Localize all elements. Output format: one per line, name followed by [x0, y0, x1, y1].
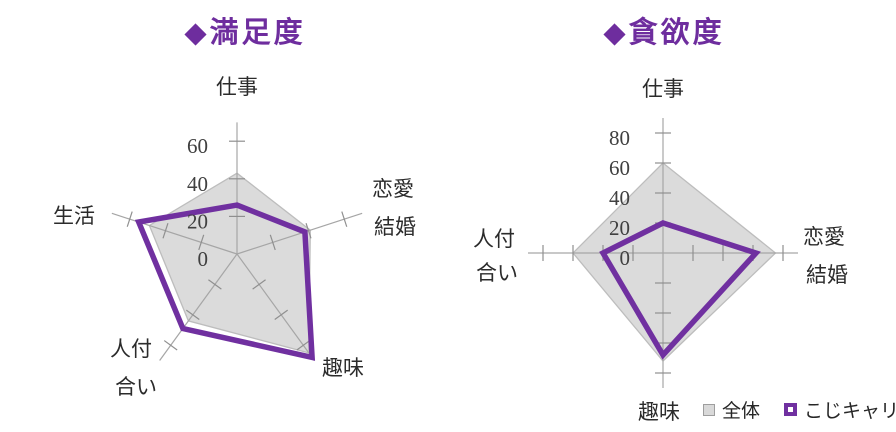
tick-mark — [185, 309, 200, 321]
axis-label: 結婚 — [374, 215, 416, 239]
line-series-polygon — [599, 220, 761, 360]
tick-label: 0 — [620, 246, 631, 270]
legend-item-kojicareer: こじキャリ — [784, 396, 896, 423]
purple-line-swatch-icon — [784, 403, 798, 416]
tick-mark — [305, 222, 312, 239]
tick-mark — [252, 279, 266, 290]
axis-label: 仕事 — [216, 75, 258, 99]
axis-label: 趣味 — [638, 400, 680, 424]
axis-label: 人付 — [110, 337, 152, 361]
chart-legend: 全体 こじキャリ — [703, 396, 896, 423]
tick-label: 0 — [198, 247, 209, 271]
axis-label: 仕事 — [642, 77, 684, 101]
tick-mark — [269, 234, 276, 251]
legend-label: こじキャリ — [804, 401, 896, 422]
axis-label: 合い — [115, 375, 157, 399]
tick-mark — [208, 279, 222, 290]
legend-item-overall: 全体 — [703, 396, 760, 423]
axis-label: 合い — [476, 261, 518, 285]
tick-label: 40 — [609, 186, 630, 210]
axis-label: 恋愛 — [372, 177, 414, 201]
tick-mark — [126, 211, 133, 227]
tick-label: 60 — [187, 134, 208, 158]
axis-spoke — [236, 212, 363, 255]
legend-label: 全体 — [722, 401, 761, 422]
chart-title-greed: ◆貪欲度 — [603, 17, 725, 49]
tick-mark — [162, 222, 169, 239]
gray-area-swatch-icon — [703, 403, 715, 416]
tick-mark — [198, 234, 205, 251]
chart-title-satisfaction: ◆満足度 — [184, 17, 306, 49]
axis-label: 結婚 — [806, 263, 848, 287]
tick-mark — [296, 340, 311, 351]
axis-label: 恋愛 — [803, 225, 845, 249]
axis-spoke — [159, 253, 238, 361]
tick-label: 20 — [187, 209, 208, 233]
tick-label: 60 — [609, 156, 630, 180]
axis-label: 人付 — [473, 227, 515, 251]
tick-mark — [274, 309, 289, 321]
line-series-polygon — [134, 202, 316, 361]
tick-label: 40 — [187, 172, 208, 196]
tick-label: 20 — [609, 216, 630, 240]
axis-label: 趣味 — [322, 356, 364, 380]
tick-mark — [341, 211, 348, 227]
axis-label: 生活 — [53, 204, 95, 228]
tick-label: 80 — [609, 126, 630, 150]
axis-spoke — [236, 253, 315, 361]
tick-mark — [163, 340, 178, 351]
axis-spoke — [111, 212, 238, 255]
